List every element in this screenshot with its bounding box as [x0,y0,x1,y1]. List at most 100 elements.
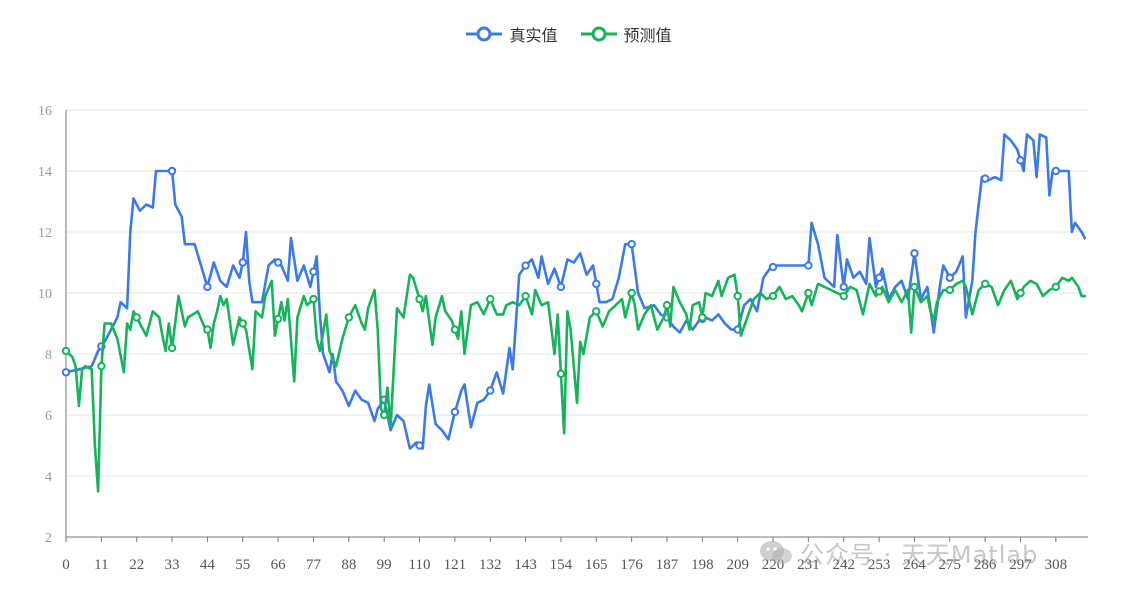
data-point [238,319,247,328]
data-point [627,288,636,298]
data-point [344,313,354,322]
x-tick-label: 132 [479,557,502,573]
data-point [486,386,495,395]
data-point [309,294,318,304]
x-tick-label: 176 [620,557,643,573]
series-0 [61,133,1087,450]
x-tick-label: 198 [691,557,714,573]
x-tick-label: 143 [514,557,537,573]
axes [65,110,1088,538]
data-point [1016,288,1025,298]
data-point [910,249,919,258]
y-axis-ticks: 2 4 6 8 10 12 14 16 [38,104,52,546]
x-tick-label: 154 [550,557,573,573]
data-point [945,285,955,295]
data-point [273,258,283,267]
legend-item-predicted[interactable]: 预测值 [580,22,672,46]
data-point [167,343,177,353]
x-tick-label: 286 [974,557,997,573]
x-tick-label: 88 [341,557,356,573]
data-point [450,325,460,334]
data-point [804,288,813,298]
data-point [450,407,460,417]
y-tick-label: 6 [45,409,52,424]
data-point [415,441,424,450]
series-line [64,133,1087,450]
series-line [64,273,1087,493]
data-point [556,282,566,292]
data-point [521,291,530,301]
x-tick-label: 121 [444,557,467,573]
data-point [309,267,318,276]
data-point [627,240,636,249]
data-point [1051,282,1061,292]
x-tick-label: 66 [271,557,287,573]
y-tick-label: 8 [45,348,52,363]
legend-item-actual[interactable]: 真实值 [465,22,558,46]
y-tick-label: 4 [45,470,52,485]
data-point [910,282,919,292]
data-point [768,262,778,272]
data-point [980,279,990,289]
x-tick-label: 0 [62,557,70,573]
x-axis-ticks: 0 11 22 33 44 55 66 77 88 99 110 121 132 143 154 165 176… [62,537,1067,573]
grid-lines [66,109,1088,477]
data-point [203,325,212,334]
x-tick-label: 11 [94,557,108,573]
legend-predicted-swatch-icon [580,26,617,42]
data-point [379,410,389,420]
x-tick-label: 264 [903,557,926,573]
x-tick-label: 308 [1045,557,1068,573]
x-tick-label: 77 [306,557,322,573]
legend-actual-swatch-icon [466,26,503,42]
x-tick-label: 165 [585,557,608,573]
x-tick-label: 231 [797,557,820,573]
data-point [273,314,283,324]
data-point [1051,166,1061,176]
data-point [592,279,601,289]
series-1 [61,273,1087,493]
legend-label-predicted: 预测值 [623,26,672,45]
data-point [945,273,955,282]
data-point [980,174,990,183]
data-point [874,273,884,282]
data-point [662,301,672,310]
data-point [1016,156,1025,165]
x-tick-label: 99 [377,557,392,573]
y-tick-label: 2 [45,531,52,546]
data-point [592,307,601,316]
data-point [733,291,742,301]
x-tick-label: 55 [235,557,250,573]
series-group [61,133,1087,493]
data-point [521,261,530,270]
x-tick-label: 44 [200,557,216,573]
data-point [61,346,71,356]
data-point [839,291,848,301]
x-tick-label: 22 [129,557,144,573]
y-tick-label: 14 [38,165,52,180]
x-tick-label: 33 [165,557,180,573]
data-point [839,282,848,292]
y-tick-label: 10 [38,287,52,302]
data-point [486,294,495,304]
data-point [61,368,71,377]
x-tick-label: 297 [1009,557,1032,573]
watermark-text: 公众号 · 天天Matlab [800,541,1039,569]
x-tick-label: 187 [656,557,679,573]
data-point [97,362,106,371]
x-tick-label: 242 [832,557,855,573]
data-point [238,258,247,267]
legend: 真实值 预测值 [0,22,1137,46]
x-tick-label: 209 [726,557,749,573]
data-point [874,287,884,296]
data-point [698,313,707,322]
y-tick-label: 16 [38,104,52,119]
data-point [556,369,566,379]
x-tick-label: 110 [409,557,431,573]
x-tick-label: 275 [939,557,962,573]
data-point [804,261,813,270]
data-point [203,282,212,292]
data-point [768,291,778,301]
data-point [415,294,424,304]
